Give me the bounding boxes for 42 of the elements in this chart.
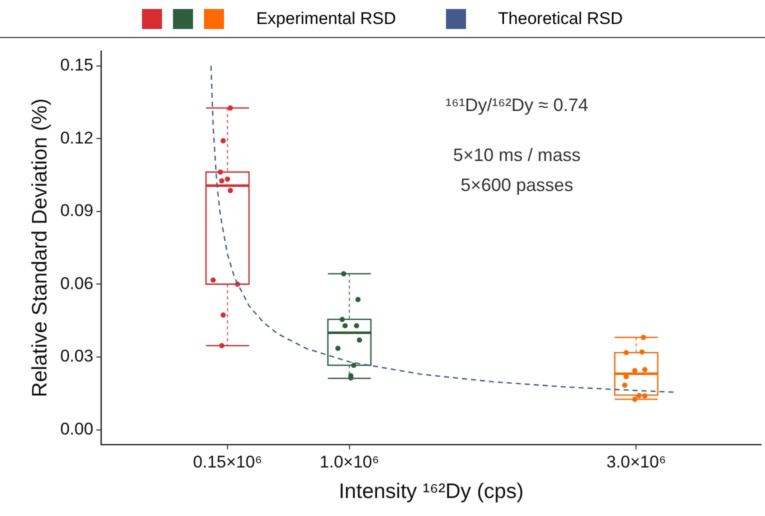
x-tick-label: 3.0×10⁶ — [606, 452, 666, 472]
point — [354, 323, 360, 328]
y-axis-title: Relative Standard Deviation (%) — [28, 98, 52, 398]
point — [636, 393, 642, 398]
point — [219, 343, 224, 348]
point — [342, 323, 348, 328]
y-tick-label: 0.15 — [60, 55, 94, 74]
legend-label: Experimental RSD — [256, 8, 396, 28]
point — [220, 312, 226, 318]
legend-label: Theoretical RSD — [498, 8, 623, 28]
point — [228, 188, 233, 194]
x-axis-title: Intensity ¹⁶²Dy (cps) — [338, 480, 524, 504]
point — [218, 169, 223, 175]
y-tick-label: 0.12 — [60, 128, 94, 148]
point — [632, 396, 638, 402]
point — [639, 349, 645, 355]
x-tick-label: 1.0×10⁶ — [320, 452, 380, 472]
annotation: 5×10 ms / mass — [453, 145, 581, 166]
y-tick-label: 0.00 — [60, 420, 94, 439]
annotation: 5×600 passes — [460, 175, 574, 196]
point — [340, 316, 345, 322]
annotation: ¹⁶¹Dy/¹⁶²Dy ≈ 0.74 — [446, 95, 588, 116]
point — [224, 176, 230, 182]
point — [355, 296, 361, 302]
line-series — [210, 65, 676, 393]
point — [228, 105, 233, 111]
y-tick-label: 0.03 — [60, 346, 94, 366]
point — [642, 393, 648, 398]
point — [356, 337, 362, 343]
point — [341, 271, 346, 276]
point — [210, 277, 216, 283]
point — [622, 382, 628, 388]
point — [335, 346, 341, 351]
point — [642, 367, 648, 372]
y-tick-label: 0.06 — [60, 274, 94, 293]
point — [219, 178, 224, 184]
point — [624, 350, 629, 356]
point — [351, 362, 356, 368]
x-tick-label: 0.15×10⁶ — [193, 452, 262, 472]
y-tick-label: 0.09 — [60, 201, 94, 220]
point — [220, 138, 226, 144]
point — [640, 334, 646, 340]
